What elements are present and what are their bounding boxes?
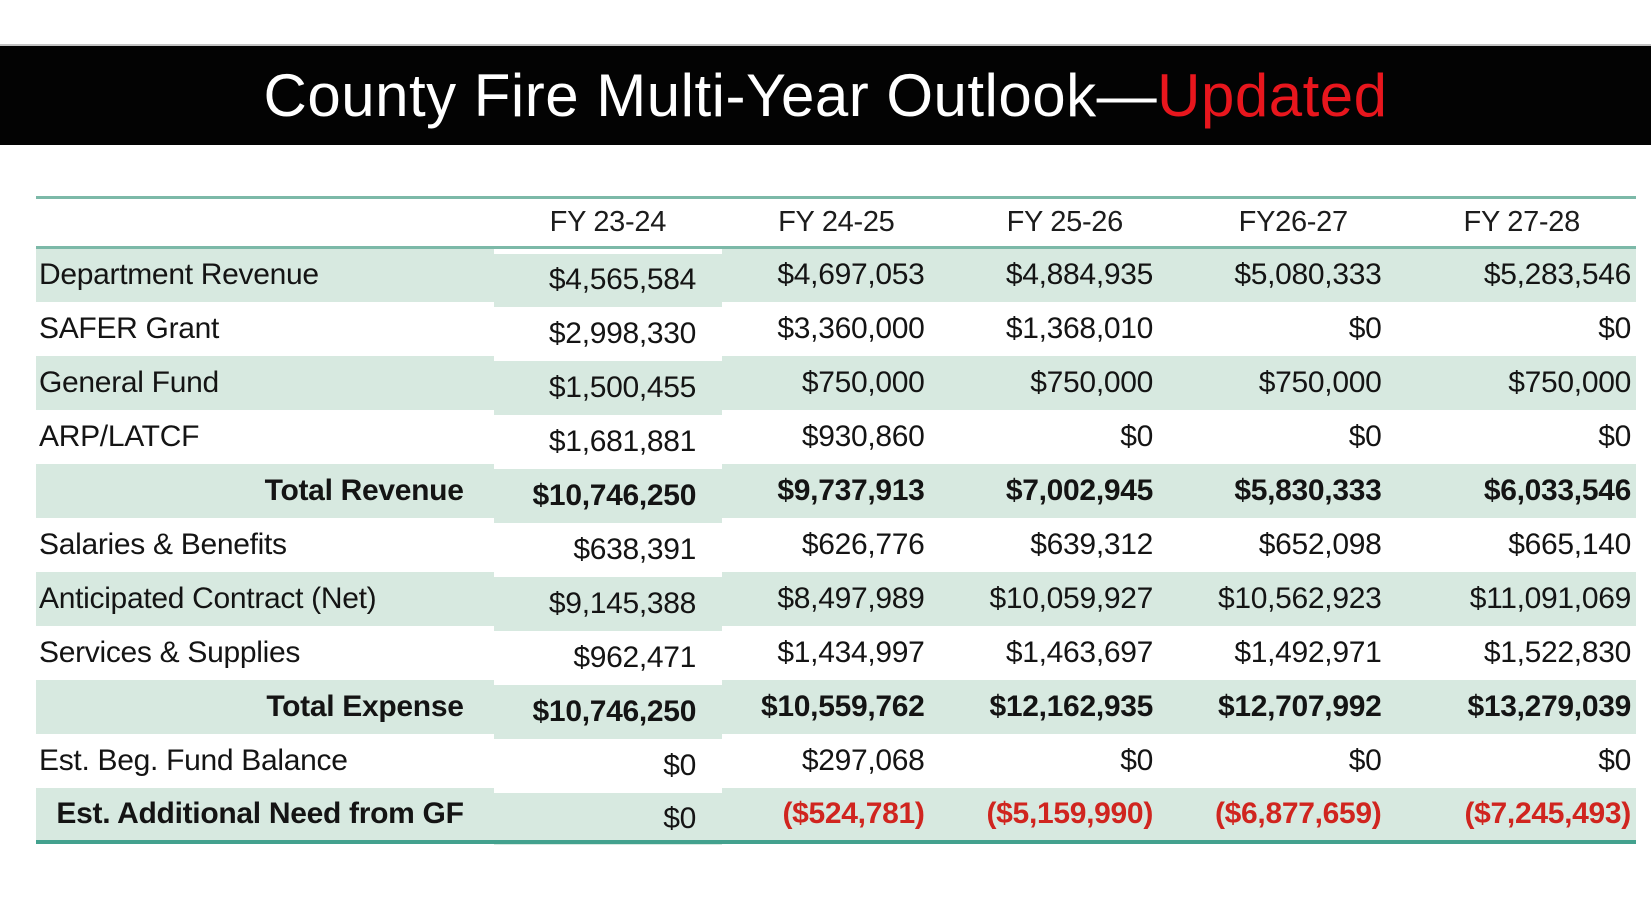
value-cell: $2,998,330 [548,316,697,350]
table-row: Total Expense $10,746,250 $10,559,762 $12,1… [36,679,1636,734]
value-cell: ($7,245,493) [1464,796,1631,830]
row-label: Total Expense [266,689,464,723]
row-label: Est. Beg. Fund Balance [39,743,348,777]
value-cell: $10,562,923 [1217,581,1382,615]
row-label: Department Revenue [39,258,319,292]
value-cell: $10,746,250 [532,478,697,512]
table-header-row: FY 23-24 FY 24-25 FY 25-26 FY26-27 FY 27… [36,197,1636,248]
row-label: Salaries & Benefits [39,527,287,561]
value-cell: $750,000 [801,365,925,399]
value-cell: $12,707,992 [1217,689,1382,723]
value-cell: $4,565,584 [548,263,697,297]
value-cell: $10,746,250 [532,694,697,728]
value-cell: $3,360,000 [777,311,925,345]
row-label: SAFER Grant [39,311,220,345]
value-cell: $638,391 [573,532,697,566]
table-row: Est. Additional Need from GF $0 ($524,781)… [36,787,1636,842]
value-cell: $0 [1598,419,1631,453]
slide-title-main: County Fire Multi-Year Outlook— [263,62,1158,129]
row-label: Est. Additional Need from GF [56,796,464,830]
value-cell: $652,098 [1258,527,1382,561]
value-cell: $962,471 [573,640,697,674]
value-cell: $0 [1598,743,1631,777]
value-cell: $5,283,546 [1483,258,1631,292]
value-cell: $6,033,546 [1483,473,1631,507]
value-cell: $750,000 [1508,365,1631,399]
table-row: SAFER Grant $2,998,330 $3,360,000 $1,368,01… [36,302,1636,356]
value-cell: $297,068 [801,743,925,777]
value-cell: $13,279,039 [1467,689,1631,723]
value-cell: $0 [663,801,697,835]
outlook-table-body: Department Revenue $4,565,584 $4,697,053 $4… [36,247,1636,842]
value-cell: $0 [663,748,697,782]
value-cell: $8,497,989 [777,581,925,615]
value-cell: $1,681,881 [548,424,697,458]
value-cell: $1,434,997 [777,635,925,669]
value-cell: $1,463,697 [1005,635,1154,669]
value-cell: $10,559,762 [761,689,925,723]
table-row: ARP/LATCF $1,681,881 $930,860 $0 $0 $0 [36,410,1636,464]
value-cell: $0 [1598,311,1631,345]
value-cell: $930,860 [801,419,925,453]
value-cell: ($5,159,990) [986,796,1154,830]
value-cell: $626,776 [801,527,925,561]
value-cell: $750,000 [1030,365,1154,399]
value-cell: $5,080,333 [1234,258,1382,292]
value-cell: $0 [1348,311,1382,345]
row-label: ARP/LATCF [39,419,200,453]
corner-cell [36,198,494,248]
column-header-fy-24-25: FY 24-25 [778,206,895,238]
value-cell: $10,059,927 [989,581,1154,615]
title-bar: County Fire Multi-Year Outlook—Updated [0,44,1651,145]
table-row: Est. Beg. Fund Balance $0 $297,068 $0 $0 $0 [36,734,1636,788]
table-row: Total Revenue $10,746,250 $9,737,913 $7,002… [36,463,1636,518]
table-row: Anticipated Contract (Net) $9,145,388 $8,4… [36,571,1636,626]
slide-title: County Fire Multi-Year Outlook—Updated [264,61,1388,130]
outlook-table: FY 23-24 FY 24-25 FY 25-26 FY26-27 FY 27… [36,196,1636,844]
value-cell: $639,312 [1030,527,1154,561]
slide-title-highlight: Updated [1157,62,1388,129]
value-cell: $7,002,945 [1005,473,1154,507]
table-row: Department Revenue $4,565,584 $4,697,053 $4… [36,247,1636,302]
row-label: Total Revenue [264,473,464,507]
value-cell: $0 [1348,419,1382,453]
value-cell: $11,091,069 [1469,581,1632,615]
column-header-fy-23-24: FY 23-24 [549,206,667,238]
value-cell: $0 [1348,743,1382,777]
value-cell: $5,830,333 [1234,473,1382,507]
value-cell: $665,140 [1508,527,1631,561]
outlook-table-wrap: FY 23-24 FY 24-25 FY 25-26 FY26-27 FY 27… [36,196,1636,844]
value-cell: $1,492,971 [1234,635,1382,669]
table-row: General Fund $1,500,455 $750,000 $750,000 $7… [36,355,1636,410]
value-cell: $9,737,913 [777,473,925,507]
value-cell: $1,500,455 [548,370,697,404]
value-cell: $9,145,388 [548,586,697,620]
value-cell: $4,884,935 [1005,258,1154,292]
value-cell: $12,162,935 [989,689,1154,723]
row-label: Services & Supplies [39,635,301,669]
value-cell: ($6,877,659) [1214,796,1382,830]
value-cell: $4,697,053 [777,258,925,292]
table-row: Salaries & Benefits $638,391 $626,776 $639,… [36,518,1636,572]
value-cell: $0 [1120,743,1154,777]
column-header-fy-25-26: FY 25-26 [1006,206,1124,238]
row-label: General Fund [39,365,219,399]
value-cell: $1,522,830 [1483,635,1631,669]
value-cell: $1,368,010 [1005,311,1154,345]
table-row: Services & Supplies $962,471 $1,434,997 $1,… [36,626,1636,680]
value-cell: $750,000 [1258,365,1382,399]
value-cell: $0 [1120,419,1154,453]
value-cell: ($524,781) [782,796,925,830]
column-header-fy-27-28: FY 27-28 [1463,206,1581,238]
column-header-fy-26-27: FY26-27 [1238,206,1348,238]
row-label: Anticipated Contract (Net) [39,581,377,615]
